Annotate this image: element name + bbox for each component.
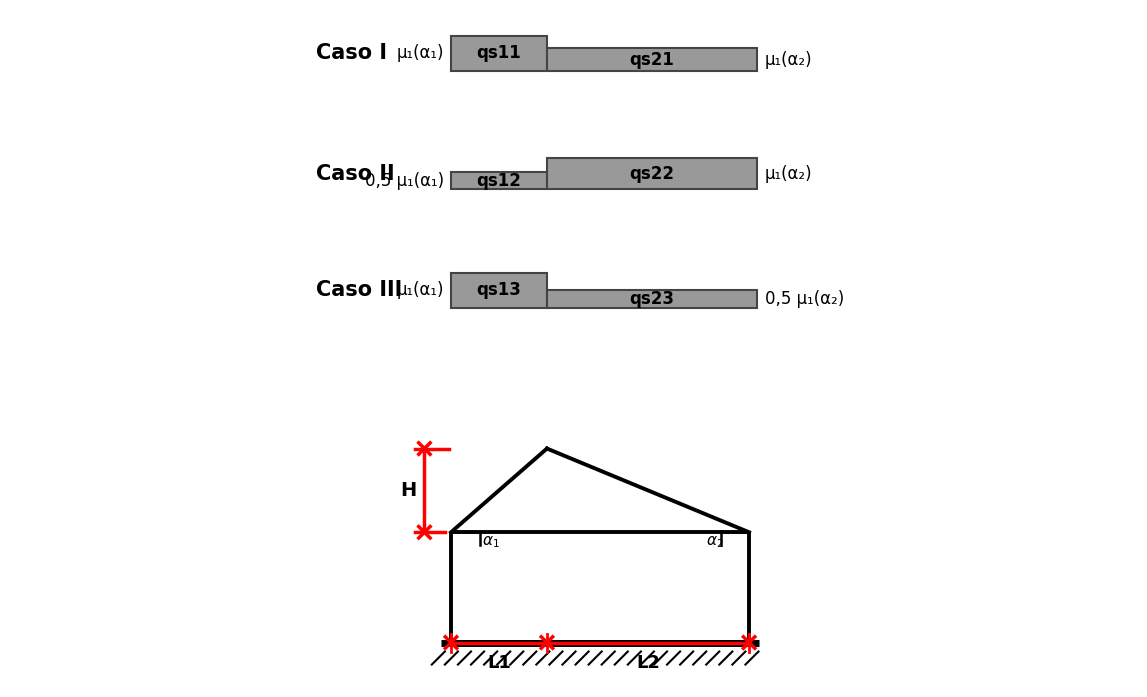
Text: Caso I: Caso I <box>317 43 388 63</box>
Text: qs12: qs12 <box>476 171 522 190</box>
Text: Caso II: Caso II <box>317 164 395 183</box>
Bar <box>547 48 757 71</box>
Text: μ₁(α₁): μ₁(α₁) <box>396 282 444 299</box>
Text: μ₁(α₂): μ₁(α₂) <box>765 164 812 183</box>
Text: qs23: qs23 <box>630 290 674 308</box>
Text: qs22: qs22 <box>630 164 674 183</box>
Text: H: H <box>400 481 416 500</box>
Text: L2: L2 <box>637 654 660 672</box>
Text: 0,5 μ₁(α₁): 0,5 μ₁(α₁) <box>365 171 444 190</box>
Bar <box>547 158 757 190</box>
Bar <box>451 172 547 190</box>
Bar <box>547 291 757 307</box>
Bar <box>451 36 547 71</box>
Text: qs21: qs21 <box>630 50 674 68</box>
Text: Caso III: Caso III <box>317 280 403 300</box>
Text: 0,5 μ₁(α₂): 0,5 μ₁(α₂) <box>765 290 844 308</box>
Text: $\alpha_1$: $\alpha_1$ <box>482 535 499 550</box>
Text: μ₁(α₂): μ₁(α₂) <box>765 50 812 68</box>
Bar <box>451 273 547 307</box>
Text: L1: L1 <box>487 654 510 672</box>
Text: μ₁(α₁): μ₁(α₁) <box>396 45 444 63</box>
Text: qs11: qs11 <box>477 45 522 63</box>
Text: qs13: qs13 <box>476 282 522 299</box>
Text: $\alpha_2$: $\alpha_2$ <box>707 535 724 550</box>
